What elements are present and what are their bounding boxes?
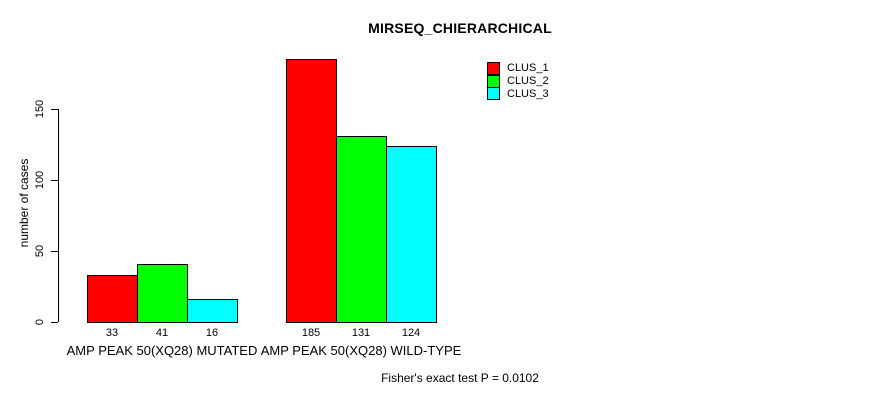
legend: CLUS_1 CLUS_2 CLUS_3 [487, 61, 549, 101]
y-axis-line [58, 109, 59, 322]
category-label: AMP PEAK 50(XQ28) WILD-TYPE [260, 343, 462, 358]
legend-item-clus_1: CLUS_1 [487, 61, 549, 75]
y-axis-label: number of cases [17, 158, 31, 248]
bar-value-label: 33 [105, 327, 119, 339]
bar-clus_2-group1 [137, 264, 188, 323]
bar-clus_1-group1 [87, 275, 138, 323]
legend-item-label: CLUS_2 [507, 75, 549, 88]
legend-swatch-icon [487, 61, 500, 75]
bar-value-label: 131 [351, 327, 371, 339]
legend-item-label: CLUS_3 [507, 87, 549, 100]
y-axis-tick [51, 109, 58, 110]
legend-item-clus_2: CLUS_2 [487, 74, 549, 88]
bar-value-label: 124 [401, 327, 421, 339]
y-axis-tick-label: 150 [34, 99, 46, 119]
bar-clus_2-group2 [336, 136, 387, 323]
bar-clus_1-group2 [286, 59, 337, 323]
bar-value-label: 185 [301, 327, 321, 339]
bar-clus_3-group1 [187, 299, 238, 323]
category-label: AMP PEAK 50(XQ28) MUTATED [66, 343, 258, 358]
legend-swatch-icon [487, 74, 500, 88]
legend-item-label: CLUS_1 [507, 62, 549, 75]
chart-title: MIRSEQ_CHIERARCHICAL [368, 20, 552, 36]
legend-item-clus_3: CLUS_3 [487, 87, 549, 101]
annotation-text: Fisher's exact test P = 0.0102 [381, 371, 539, 385]
legend-swatch-icon [487, 87, 500, 101]
y-axis-tick-label: 50 [34, 244, 46, 258]
y-axis-tick [51, 180, 58, 181]
bar-value-label: 41 [155, 327, 169, 339]
bar-value-label: 16 [205, 327, 219, 339]
y-axis-tick [51, 251, 58, 252]
y-axis-tick [51, 322, 58, 323]
y-axis-tick-label: 0 [34, 318, 46, 326]
bar-clus_3-group2 [386, 146, 437, 323]
y-axis-tick-label: 100 [34, 170, 46, 190]
